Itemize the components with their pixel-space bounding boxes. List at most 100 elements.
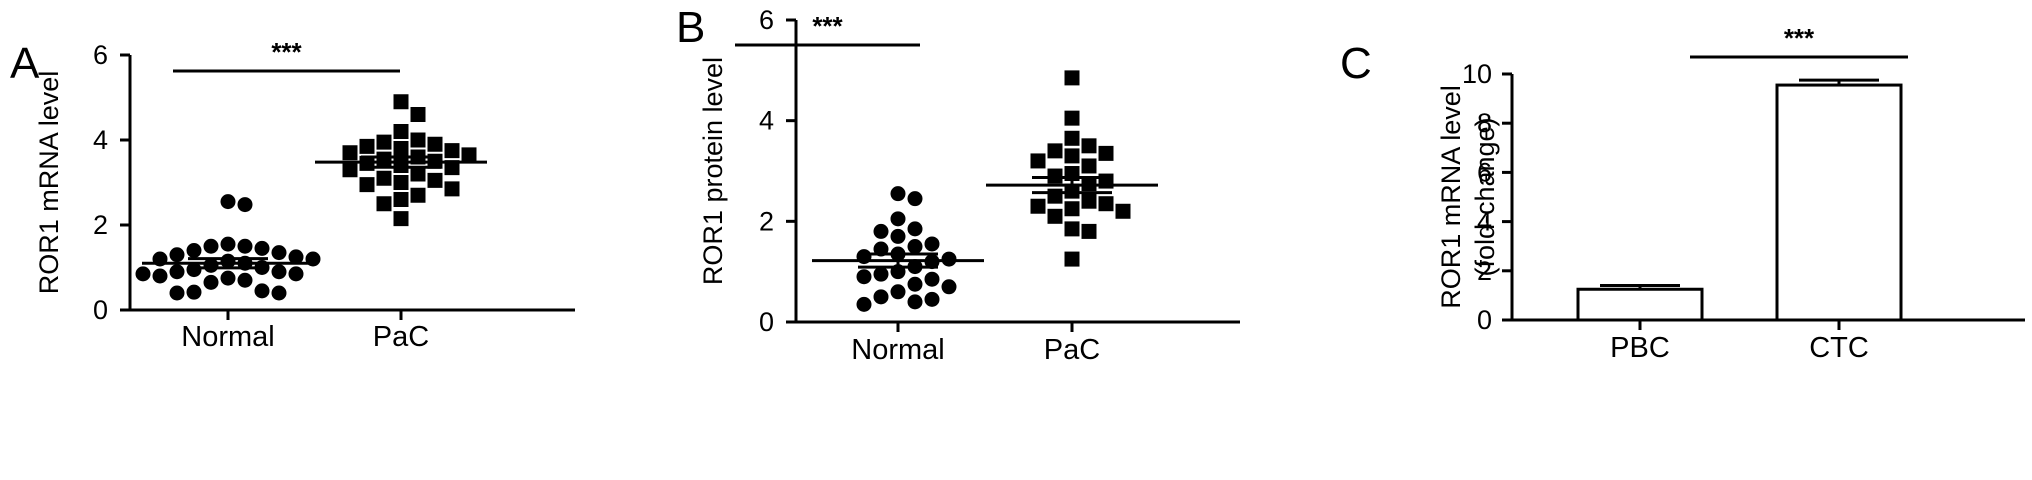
data-point-circle (186, 243, 202, 258)
data-point-square (1064, 148, 1080, 164)
data-point-square (1081, 176, 1097, 192)
panel-letter: B (676, 3, 705, 52)
significance-stars: *** (812, 11, 843, 41)
data-point-square (1047, 188, 1063, 204)
data-point-circle (288, 266, 304, 282)
data-point-circle (856, 269, 872, 285)
data-point-circle (135, 266, 151, 282)
data-point-square (1081, 158, 1097, 174)
data-point-square (444, 160, 460, 176)
data-point-circle (907, 294, 923, 310)
data-point-circle (220, 194, 236, 210)
data-point-square (427, 172, 443, 188)
data-point-square (410, 132, 426, 148)
x-category-label: Normal (851, 334, 944, 366)
data-point-circle (186, 262, 202, 278)
data-point-circle (254, 283, 270, 299)
x-category-label: PaC (1044, 334, 1100, 366)
data-point-square (393, 192, 409, 207)
x-category-label: CTC (1809, 332, 1869, 364)
data-point-square (1081, 193, 1097, 209)
data-point-square (1064, 110, 1080, 126)
y-axis-title-line2: (fold-change) (1470, 117, 1500, 276)
data-point-square (393, 141, 409, 156)
y-tick-label: 6 (1477, 157, 1492, 187)
data-point-square (393, 175, 409, 190)
data-point-circle (254, 240, 270, 256)
data-point-circle (186, 284, 202, 300)
data-point-circle (907, 191, 923, 207)
data-point-square (410, 166, 426, 182)
data-point-circle (890, 284, 906, 300)
bar (1775, 83, 1903, 322)
data-point-square (393, 124, 409, 139)
data-point-circle (890, 228, 906, 244)
y-tick-label: 4 (1477, 207, 1492, 237)
data-point-square (393, 211, 409, 227)
chart-panel-c: C 0 2 4 6 8 10 PBC CTC ROR1 mRNA level (fold-chang… (1340, 23, 2025, 364)
data-point-square (376, 196, 392, 212)
data-point-square (1064, 70, 1080, 86)
data-point-square (1030, 198, 1046, 214)
data-point-square (1064, 201, 1080, 217)
y-tick-label: 4 (93, 125, 108, 155)
data-point-circle (271, 245, 287, 261)
data-point-circle (924, 291, 940, 307)
data-point-square (1047, 208, 1063, 224)
data-point-square (1098, 196, 1114, 212)
data-point-circle (237, 197, 253, 213)
data-point-square (376, 170, 392, 186)
data-point-circle (873, 223, 889, 239)
chart-panel-a: A 0 2 4 6 Normal PaC ROR1 mRNA level *** (10, 37, 575, 353)
data-point-circle (924, 236, 940, 252)
y-axis-title: ROR1 protein level (698, 57, 728, 285)
data-point-circle (271, 264, 287, 280)
y-tick-label: 0 (1477, 305, 1492, 335)
panel-letter: A (10, 39, 40, 88)
y-tick-label: 2 (759, 206, 774, 236)
data-point-square (342, 145, 358, 161)
data-point-square (1064, 221, 1080, 237)
x-category-label: Normal (181, 321, 274, 353)
data-point-square (410, 187, 426, 203)
data-point-circle (203, 274, 219, 290)
y-axis-title: ROR1 mRNA level (34, 71, 64, 295)
data-point-circle (237, 272, 253, 288)
data-point-square (359, 177, 375, 193)
bar (1576, 287, 1704, 322)
data-point-square (342, 162, 358, 178)
data-point-square (444, 181, 460, 197)
data-point-square (1081, 223, 1097, 239)
data-point-circle (220, 236, 236, 252)
data-point-circle (203, 238, 219, 254)
y-tick-label: 6 (759, 5, 774, 35)
data-point-circle (169, 247, 185, 263)
significance-stars: *** (271, 37, 302, 67)
y-axis-title: ROR1 mRNA level (1436, 85, 1466, 309)
x-category-label: PaC (373, 321, 429, 353)
data-point-circle (907, 221, 923, 237)
y-tick-label: 4 (759, 106, 774, 136)
data-point-square (461, 147, 477, 163)
data-point-square (1047, 143, 1063, 159)
data-point-square (1047, 168, 1063, 184)
y-tick-label: 2 (93, 210, 108, 240)
y-tick-label: 10 (1462, 59, 1492, 89)
data-point-square (427, 136, 443, 152)
data-point-circle (941, 251, 957, 267)
data-point-square (410, 107, 426, 122)
data-point-circle (237, 238, 253, 254)
data-point-circle (890, 186, 906, 202)
data-point-square (1081, 138, 1097, 154)
y-tick-label: 6 (93, 40, 108, 70)
data-point-square (1030, 153, 1046, 169)
data-point-circle (873, 289, 889, 305)
chart-panel-b: B 0 2 4 6 Normal PaC ROR1 protein level *** (676, 3, 1240, 366)
data-point-circle (907, 239, 923, 254)
significance-stars: *** (1784, 23, 1815, 53)
data-point-square (376, 134, 392, 150)
data-point-square (1115, 203, 1131, 219)
data-point-circle (203, 257, 219, 273)
data-point-square (1098, 145, 1114, 161)
